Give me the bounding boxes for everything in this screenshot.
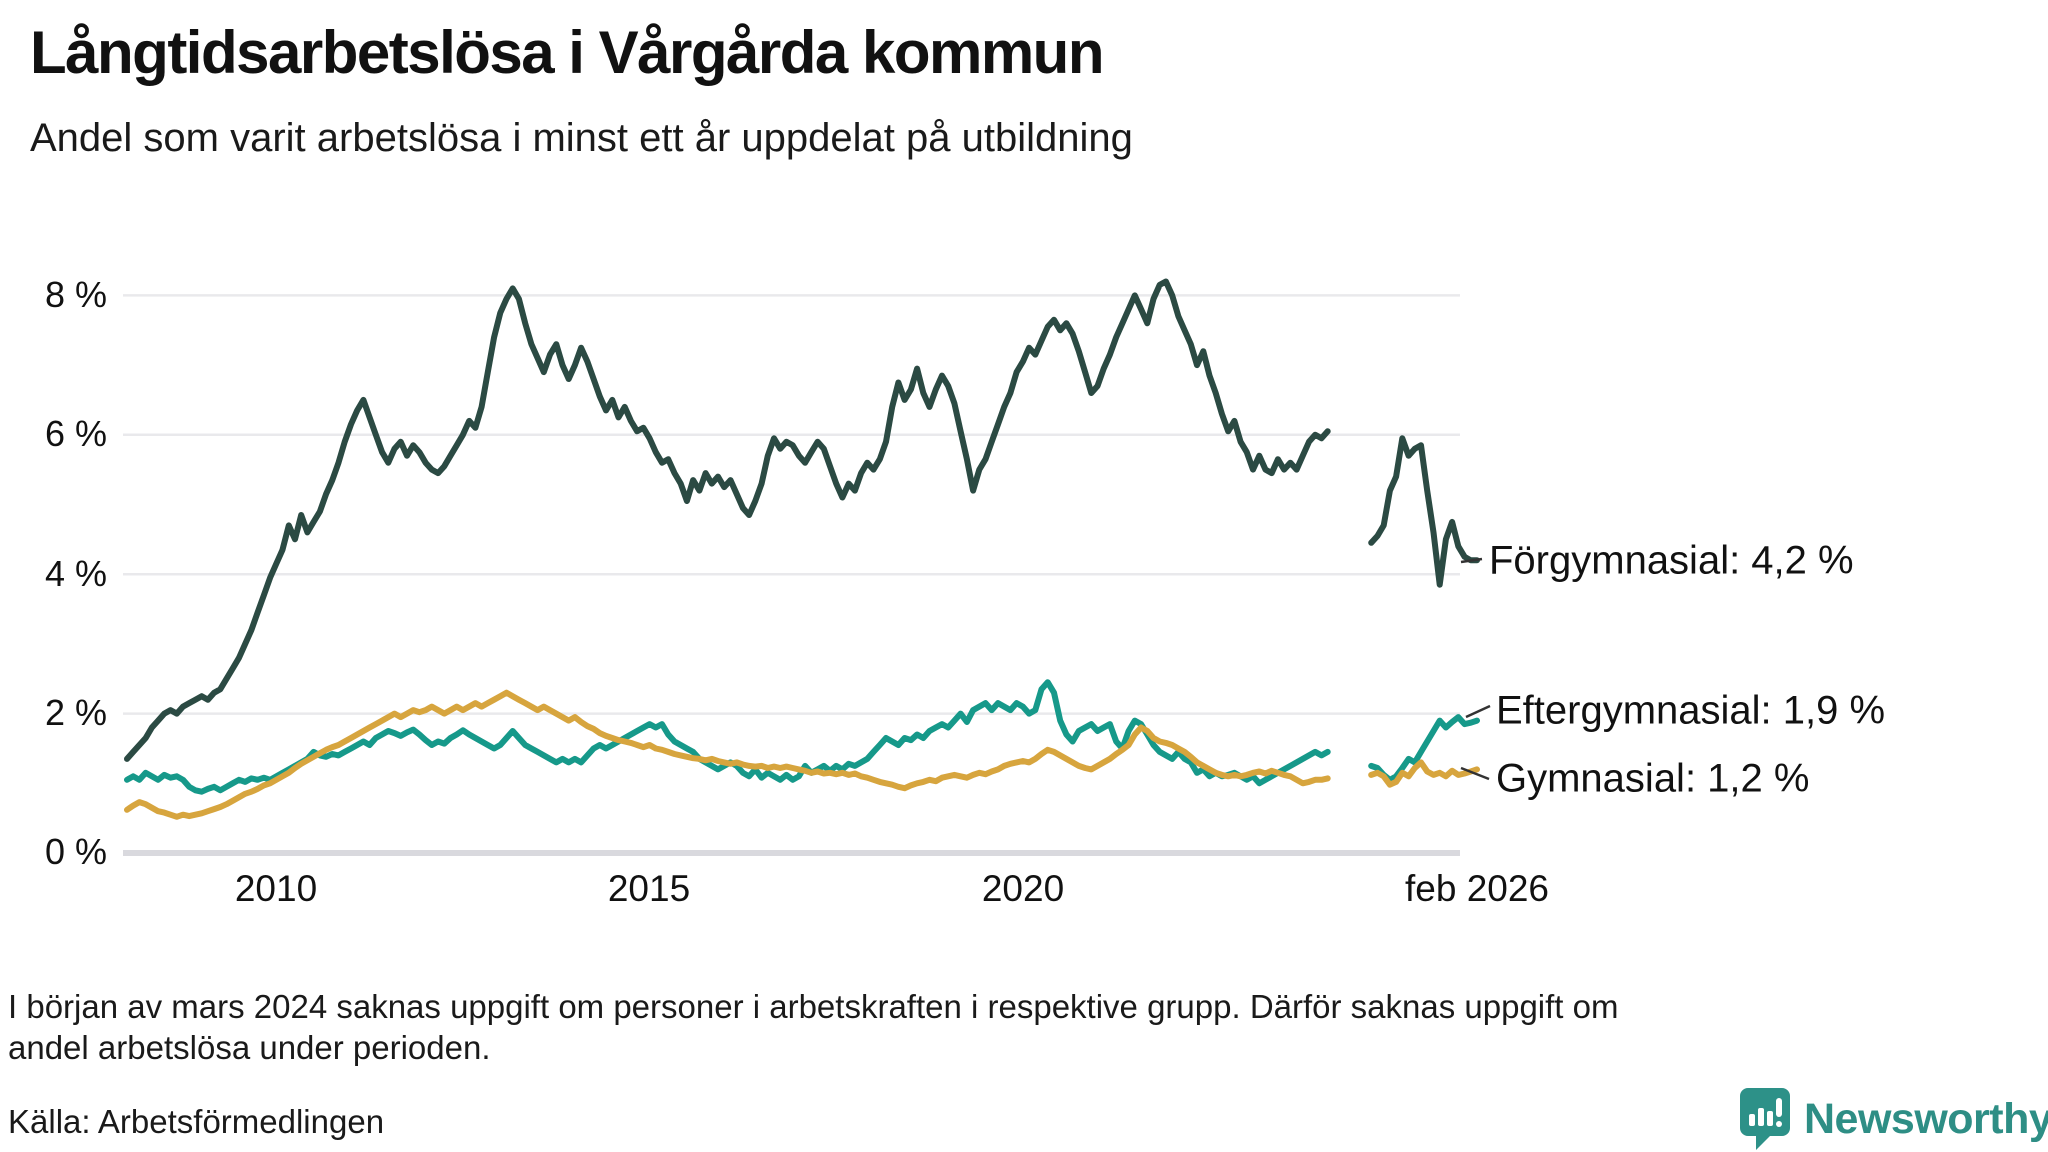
x-axis-label-2020: 2020: [981, 868, 1065, 909]
series-line-förgymnasial: [1368, 435, 1480, 588]
newsworthy-wordmark: Newsworthy: [1804, 1094, 2048, 1143]
series-label-gymnasial: Gymnasial: 1,2 %: [1496, 756, 1810, 801]
series-line-gymnasial: [1368, 759, 1480, 788]
y-axis-label-0: 0 %: [45, 831, 108, 872]
x-axis-label-2010: 2010: [234, 868, 318, 909]
x-axis-label-feb-2026: feb 2026: [1404, 868, 1550, 909]
source-text: Källa: Arbetsförmedlingen: [8, 1103, 385, 1140]
footnote-line-1: I början av mars 2024 saknas uppgift om …: [8, 988, 1619, 1025]
series-label-eftergymnasial: Eftergymnasial: 1,9 %: [1496, 688, 1886, 733]
series-line-gymnasial: [124, 689, 1331, 820]
page-title: Långtidsarbetslösa i Vårgårda kommun: [30, 19, 1104, 86]
leader-gymnasial: [1460, 766, 1490, 781]
series-lines: [124, 278, 1480, 820]
page-subtitle: Andel som varit arbetslösa i minst ett å…: [30, 116, 1133, 160]
newsworthy-pin-icon: [1740, 1088, 1790, 1150]
series-line-eftergymnasial: [124, 679, 1331, 795]
y-axis-label-2: 2 %: [45, 692, 108, 733]
series-label-forgymnasial: Förgymnasial: 4,2 %: [1489, 538, 1854, 583]
y-axis-label-8: 8 %: [45, 274, 108, 315]
newsworthy-logo: Newsworthy: [1740, 1088, 2048, 1150]
footnote-line-2: andel arbetslösa under perioden.: [8, 1029, 491, 1066]
y-axis-label-6: 6 %: [45, 413, 108, 454]
series-line-förgymnasial: [124, 278, 1331, 762]
label-leader-lines: [1460, 557, 1491, 781]
y-axis-label-4: 4 %: [45, 553, 108, 594]
x-axis-label-2015: 2015: [607, 868, 691, 909]
leader-eftergymnasial: [1465, 704, 1491, 719]
leader-forgymnasial: [1460, 557, 1483, 564]
footnote: I början av mars 2024 saknas uppgift om …: [8, 986, 1619, 1068]
